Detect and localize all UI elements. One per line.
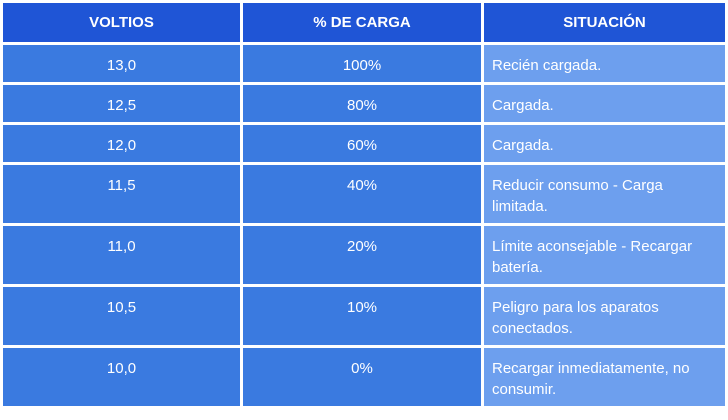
column-header-situacion: SITUACIÓN — [484, 3, 725, 42]
cell-carga: 0% — [243, 348, 481, 406]
cell-situacion: Peligro para los aparatos conectados. — [484, 287, 725, 345]
cell-situacion: Reducir consumo - Carga limitada. — [484, 165, 725, 223]
table-row: 11,0 20% Límite aconsejable - Recargar b… — [3, 226, 725, 284]
table-row: 10,0 0% Recargar inmediatamente, no cons… — [3, 348, 725, 406]
cell-situacion: Límite aconsejable - Recargar batería. — [484, 226, 725, 284]
cell-situacion: Cargada. — [484, 125, 725, 162]
cell-voltios: 12,5 — [3, 85, 240, 122]
cell-situacion: Recién cargada. — [484, 45, 725, 82]
header-row: VOLTIOS % DE CARGA SITUACIÓN — [3, 3, 725, 42]
cell-carga: 60% — [243, 125, 481, 162]
cell-carga: 10% — [243, 287, 481, 345]
cell-carga: 20% — [243, 226, 481, 284]
cell-voltios: 13,0 — [3, 45, 240, 82]
cell-situacion: Cargada. — [484, 85, 725, 122]
cell-voltios: 10,5 — [3, 287, 240, 345]
battery-charge-table: VOLTIOS % DE CARGA SITUACIÓN 13,0 100% R… — [3, 3, 725, 406]
cell-voltios: 11,0 — [3, 226, 240, 284]
table-row: 12,0 60% Cargada. — [3, 125, 725, 162]
column-header-voltios: VOLTIOS — [3, 3, 240, 42]
table-row: 13,0 100% Recién cargada. — [3, 45, 725, 82]
cell-voltios: 12,0 — [3, 125, 240, 162]
cell-situacion: Recargar inmediatamente, no consumir. — [484, 348, 725, 406]
cell-voltios: 11,5 — [3, 165, 240, 223]
table-header: VOLTIOS % DE CARGA SITUACIÓN — [3, 3, 725, 42]
cell-carga: 40% — [243, 165, 481, 223]
table-row: 12,5 80% Cargada. — [3, 85, 725, 122]
cell-voltios: 10,0 — [3, 348, 240, 406]
cell-carga: 80% — [243, 85, 481, 122]
table-row: 11,5 40% Reducir consumo - Carga limitad… — [3, 165, 725, 223]
cell-carga: 100% — [243, 45, 481, 82]
table-row: 10,5 10% Peligro para los aparatos conec… — [3, 287, 725, 345]
column-header-carga: % DE CARGA — [243, 3, 481, 42]
table-body: 13,0 100% Recién cargada. 12,5 80% Carga… — [3, 45, 725, 406]
